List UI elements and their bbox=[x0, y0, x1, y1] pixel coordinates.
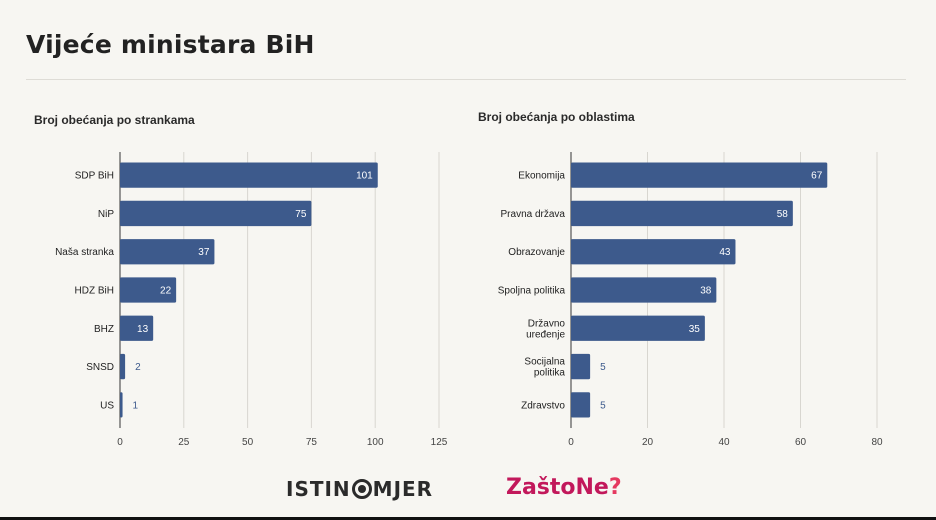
data-label: 5 bbox=[600, 400, 606, 411]
data-label: 101 bbox=[356, 171, 373, 182]
tick-label: 75 bbox=[306, 437, 318, 448]
data-label: 37 bbox=[198, 247, 210, 258]
data-label: 58 bbox=[777, 209, 789, 220]
header-divider bbox=[26, 79, 906, 80]
category-label: Socijalna politika bbox=[524, 357, 565, 379]
tick-label: 60 bbox=[795, 437, 807, 448]
category-label: Državno uređenje bbox=[526, 318, 565, 340]
category-label: Obrazovanje bbox=[508, 247, 565, 258]
data-label: 22 bbox=[160, 286, 172, 297]
istinomjer-logo: ISTIN MJER bbox=[286, 477, 433, 501]
bar bbox=[120, 277, 177, 303]
category-label: SNSD bbox=[86, 362, 114, 373]
category-label: US bbox=[100, 400, 114, 411]
category-label: Pravna država bbox=[501, 209, 566, 220]
category-label: Ekonomija bbox=[518, 171, 565, 182]
tick-label: 0 bbox=[568, 437, 574, 448]
category-label: HDZ BiH bbox=[75, 286, 114, 297]
logo-text-part: ISTIN bbox=[286, 477, 351, 501]
page-title: Vijeće ministara BiH bbox=[26, 30, 315, 59]
category-label: BHZ bbox=[94, 324, 114, 335]
data-label: 75 bbox=[295, 209, 307, 220]
data-label: 43 bbox=[719, 247, 731, 258]
data-label: 38 bbox=[700, 286, 712, 297]
tick-label: 40 bbox=[718, 437, 730, 448]
logo-text-main: ZaštoNe bbox=[506, 475, 609, 500]
data-label: 13 bbox=[137, 324, 149, 335]
data-label: 35 bbox=[689, 324, 701, 335]
logo-o-icon bbox=[351, 479, 372, 499]
bar bbox=[120, 392, 123, 418]
bar bbox=[120, 239, 215, 265]
category-label: NiP bbox=[98, 209, 114, 220]
bar bbox=[571, 239, 736, 265]
bar bbox=[120, 315, 154, 341]
tick-label: 125 bbox=[431, 437, 448, 448]
bottom-bar bbox=[0, 517, 936, 520]
bar bbox=[571, 353, 591, 380]
tick-label: 50 bbox=[242, 437, 254, 448]
category-label: SDP BiH bbox=[75, 171, 114, 182]
tick-label: 0 bbox=[117, 437, 123, 448]
category-label: Naša stranka bbox=[55, 247, 114, 258]
tick-label: 20 bbox=[642, 437, 654, 448]
logo-text-part: MJER bbox=[372, 477, 434, 501]
bar bbox=[571, 315, 705, 341]
bar bbox=[120, 353, 126, 380]
category-label: Zdravstvo bbox=[521, 400, 565, 411]
chart-title-areas: Broj obećanja po oblastima bbox=[478, 110, 635, 124]
bar bbox=[571, 162, 828, 188]
bar bbox=[571, 392, 591, 418]
data-label: 5 bbox=[600, 362, 606, 373]
logo-question-mark: ? bbox=[608, 475, 622, 500]
bar bbox=[571, 200, 793, 227]
tick-label: 80 bbox=[871, 437, 883, 448]
data-label: 1 bbox=[133, 400, 139, 411]
zastone-logo: ZaštoNe? bbox=[506, 475, 622, 500]
bar bbox=[120, 200, 312, 227]
tick-label: 100 bbox=[367, 437, 384, 448]
bar bbox=[120, 162, 378, 188]
tick-label: 25 bbox=[178, 437, 190, 448]
data-label: 2 bbox=[135, 362, 141, 373]
chart-title-parties: Broj obećanja po strankama bbox=[34, 113, 195, 127]
data-label: 67 bbox=[811, 171, 823, 182]
bar bbox=[571, 277, 717, 303]
category-label: Spoljna politika bbox=[498, 286, 566, 297]
